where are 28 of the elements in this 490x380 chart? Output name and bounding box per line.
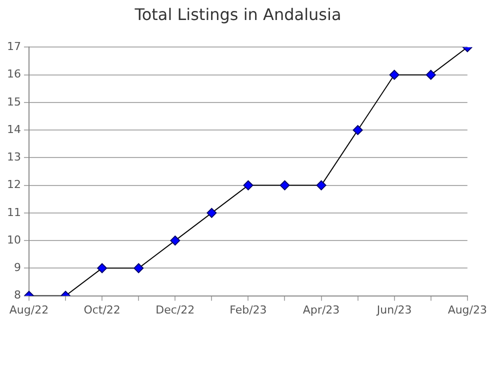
point bbox=[243, 180, 254, 190]
point bbox=[134, 263, 144, 274]
chart-title: Total Listings in Andalusia bbox=[134, 4, 342, 24]
point bbox=[170, 236, 180, 246]
x-tick-label: Aug/22 bbox=[9, 303, 49, 316]
x-tick-label: Aug/23 bbox=[448, 303, 488, 316]
x-tick-label: Oct/22 bbox=[84, 303, 120, 316]
y-tick-label: 9 bbox=[14, 261, 21, 274]
x-tick-label: Apr/23 bbox=[302, 303, 340, 316]
y-tick-label: 11 bbox=[6, 206, 21, 219]
point bbox=[97, 263, 108, 274]
y-tick-label: 15 bbox=[6, 95, 21, 108]
point bbox=[389, 70, 400, 80]
point bbox=[280, 180, 290, 190]
x-tick-label: Dec/22 bbox=[156, 303, 195, 316]
y-tick-label: 13 bbox=[6, 150, 21, 164]
y-tick-label: 16 bbox=[6, 68, 21, 81]
y-tick-label: 14 bbox=[6, 122, 21, 136]
x-tick-label: Jun/23 bbox=[376, 303, 412, 316]
y-tick-label: 12 bbox=[6, 178, 21, 192]
point bbox=[352, 125, 363, 136]
y-tick-label: 8 bbox=[14, 288, 21, 302]
y-tick-label: 17 bbox=[6, 40, 21, 54]
point bbox=[316, 180, 326, 190]
y-tick-label: 10 bbox=[6, 233, 21, 246]
point bbox=[426, 70, 436, 80]
point bbox=[206, 208, 217, 218]
x-tick-label: Feb/23 bbox=[230, 303, 267, 316]
